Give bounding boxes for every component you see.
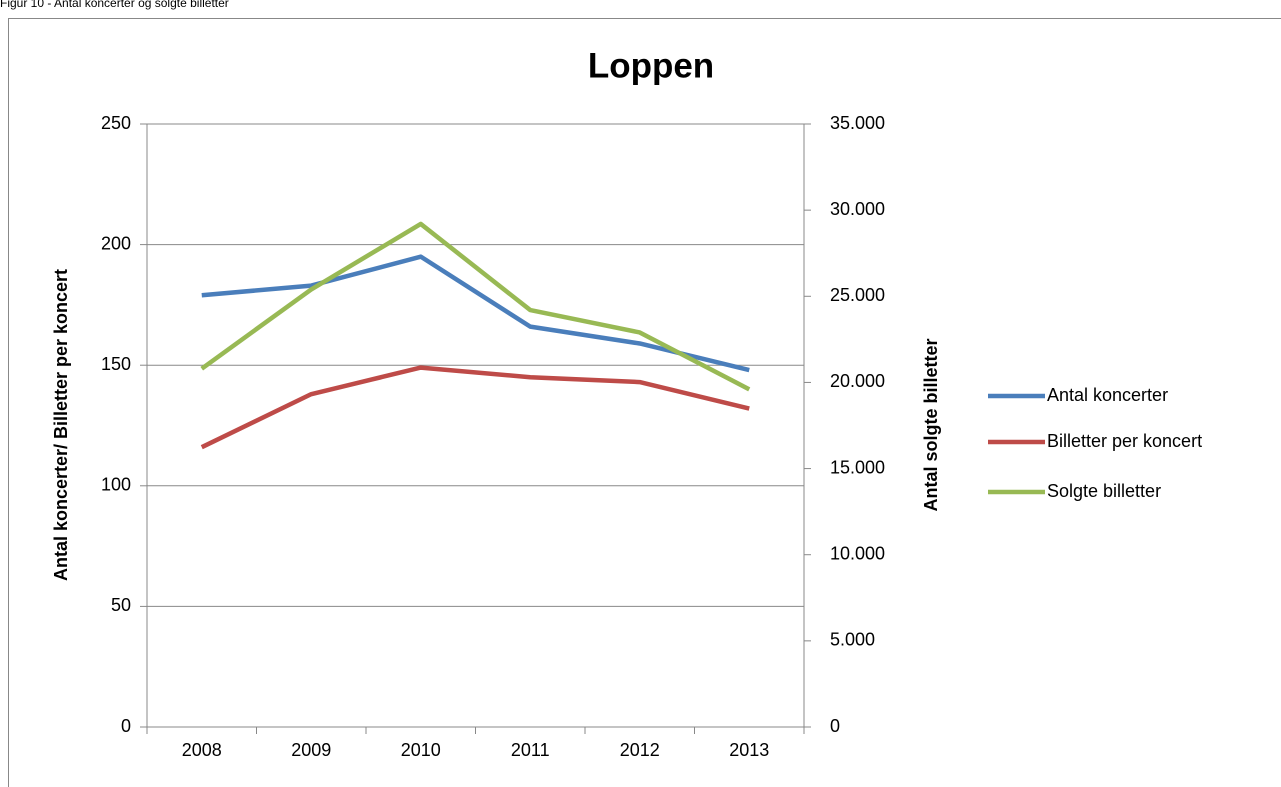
series-line [201,254,750,373]
series-line [200,221,751,392]
y-tick-label: 100 [101,475,131,495]
y2-tick-label: 20.000 [830,371,885,391]
legend-label: Solgte billetter [1047,481,1161,501]
y2-tick-label: 25.000 [830,285,885,305]
series-line [200,365,750,450]
y2-tick-label: 30.000 [830,199,885,219]
y2-tick-label: 35.000 [830,113,885,133]
y2-tick-label: 0 [830,716,840,736]
y2-tick-label: 15.000 [830,457,885,477]
x-tick-label: 2012 [620,740,660,760]
x-tick-label: 2010 [401,740,441,760]
x-tick-label: 2011 [511,740,550,760]
chart-frame [8,18,1281,787]
chart-title: Loppen [588,46,714,85]
y2-axis-label: Antal solgte billetter [921,338,941,511]
y-tick-label: 50 [111,595,131,615]
y-tick-label: 200 [101,233,131,253]
caption: Figur 10 - Antal koncerter og solgte bil… [0,0,229,10]
y-axis-label: Antal koncerter/ Billetter per koncert [51,269,71,581]
y-tick-label: 150 [101,354,131,374]
y-tick-label: 250 [101,113,131,133]
x-tick-label: 2009 [291,740,331,760]
y-tick-label: 0 [121,716,131,736]
x-tick-label: 2008 [182,740,222,760]
legend-label: Antal koncerter [1047,385,1168,405]
legend-label: Billetter per koncert [1047,431,1202,451]
y2-tick-label: 10.000 [830,543,885,563]
y2-tick-label: 5.000 [830,630,875,650]
x-tick-label: 2013 [729,740,769,760]
